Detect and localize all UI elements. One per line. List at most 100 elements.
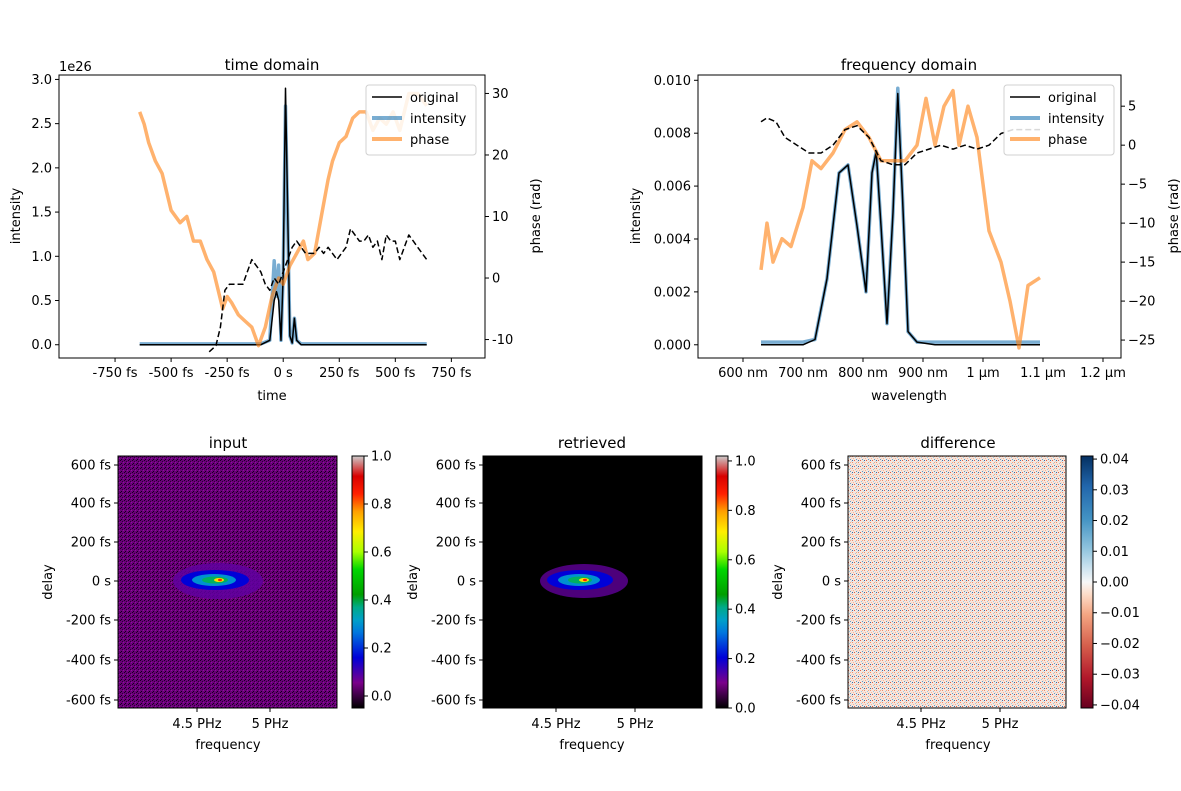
y2-tick-label: 10 [492, 210, 509, 225]
colorbar-tick-label: 0.02 [1100, 514, 1129, 529]
colorbar-axis: 1.0 0.8 0.6 0.4 0.2 0.0 [728, 454, 756, 717]
colorbar-tick-label: 0.4 [735, 603, 756, 618]
x-axis-label: frequency [195, 738, 261, 753]
y2-tick-label: −5 [1128, 178, 1147, 193]
y-tick-label: 0.004 [654, 232, 691, 247]
y-tick-label: 1.0 [31, 250, 52, 265]
y-tick-label: -400 fs [796, 654, 841, 669]
y2-axis: -10 0 10 20 30 [485, 87, 513, 348]
colorbar-tick-label: −0.01 [1100, 606, 1140, 621]
colorbar-tick-label: −0.03 [1100, 668, 1140, 683]
y2-tick-label: −15 [1128, 256, 1155, 271]
colorbar-tick-label: 0.4 [371, 594, 392, 609]
y-tick-label: -600 fs [66, 694, 111, 709]
colorbar-axis: 1.0 0.8 0.6 0.4 0.2 0.0 [364, 450, 392, 705]
x-tick-label: 4.5 PHz [172, 717, 221, 732]
y-tick-label: 0 s [92, 575, 111, 590]
x-tick-label: 800 nm [838, 366, 888, 381]
heatmap-image [848, 456, 1066, 708]
series-original-phase-line [760, 117, 1040, 166]
colorbar-tick-label: 0.04 [1100, 453, 1129, 468]
y-tick-label: -200 fs [796, 614, 841, 629]
colorbar-tick-label: 0.8 [735, 504, 756, 519]
x-tick-label: -500 fs [149, 366, 194, 381]
chart-title: time domain [225, 56, 320, 74]
y-axis: 0.000 0.002 0.004 0.006 0.008 0.010 [654, 74, 698, 353]
y2-tick-label: 20 [492, 148, 509, 163]
x-tick-label: 750 fs [431, 366, 472, 381]
y-tick-label: 400 fs [71, 497, 112, 512]
y-tick-label: 0 s [457, 575, 476, 590]
y2-tick-label: −20 [1128, 295, 1155, 310]
y-tick-label: 2.5 [31, 117, 52, 132]
y-tick-label: 0.0 [31, 338, 52, 353]
y-axis-label: intensity [9, 188, 24, 245]
y-axis-label: delay [771, 564, 786, 600]
time-domain-chart: time domain 1e26 -750 fs -500 fs -250 fs 0 … [9, 56, 544, 404]
colorbar [1080, 455, 1094, 709]
legend-label-original: original [1048, 91, 1097, 106]
x-tick-label: 1.2 µm [1080, 366, 1126, 381]
x-tick-label: -750 fs [93, 366, 138, 381]
series-intensity-line [761, 86, 1040, 344]
x-axis-label: frequency [925, 738, 991, 753]
legend-label-intensity: intensity [1048, 112, 1105, 127]
series-original-phase-line [208, 228, 428, 353]
x-tick-label: 4.5 PHz [531, 717, 580, 732]
offset-label: 1e26 [59, 60, 92, 75]
axes-frame [697, 74, 1122, 359]
axes-frame [482, 455, 703, 709]
y-axis-label: delay [406, 564, 421, 600]
y-axis: 600 fs 400 fs 200 fs 0 s -200 fs -400 fs -600 … [431, 459, 483, 709]
x-axis-label: time [257, 389, 286, 404]
x-tick-label: 900 nm [898, 366, 948, 381]
chart-title: input [209, 434, 248, 452]
x-tick-label: 600 nm [718, 366, 768, 381]
y-tick-label: 0.008 [654, 127, 691, 142]
y-axis: 0.0 0.5 1.0 1.5 2.0 2.5 3.0 [31, 73, 59, 353]
x-axis: -750 fs -500 fs -250 fs 0 s 250 fs 500 fs 750 … [93, 358, 472, 381]
chart-title: difference [920, 434, 995, 452]
colorbar-tick-label: 0.6 [735, 553, 756, 568]
y-tick-label: 1.5 [31, 206, 52, 221]
x-axis: 4.5 PHz 5 PHz [531, 708, 654, 732]
y2-tick-label: 0 [492, 272, 500, 287]
plot-area [138, 87, 429, 353]
colorbar-tick-label: 0.03 [1100, 483, 1129, 498]
y-tick-label: 2.0 [31, 161, 52, 176]
y-tick-label: -200 fs [66, 614, 111, 629]
colorbar-tick-label: 0.01 [1100, 545, 1129, 560]
y-tick-label: 200 fs [436, 536, 477, 551]
colorbar-tick-label: 0.8 [371, 498, 392, 513]
y-tick-label: -600 fs [431, 694, 476, 709]
x-tick-label: 1.1 µm [1020, 366, 1066, 381]
x-axis: 4.5 PHz 5 PHz [172, 708, 289, 732]
legend: original intensity phase [1003, 84, 1115, 156]
y-axis: 600 fs 400 fs 200 fs 0 s -200 fs -400 fs -600 … [796, 459, 848, 709]
y2-axis: −25 −20 −15 −10 −5 0 5 [1121, 100, 1155, 349]
x-axis: 4.5 PHz 5 PHz [896, 708, 1019, 732]
x-tick-label: 0 s [274, 366, 293, 381]
x-tick-label: -250 fs [205, 366, 250, 381]
x-tick-label: 4.5 PHz [896, 717, 945, 732]
colorbar-tick-label: 0.0 [735, 702, 756, 717]
heatmap-spot [173, 563, 263, 599]
x-tick-label: 5 PHz [982, 717, 1019, 732]
colorbar-tick-label: 0.2 [371, 642, 392, 657]
y-tick-label: -400 fs [66, 654, 111, 669]
y2-tick-label: 5 [1128, 100, 1136, 115]
y-tick-label: -600 fs [796, 694, 841, 709]
y-tick-label: 200 fs [801, 536, 842, 551]
x-tick-label: 700 nm [778, 366, 828, 381]
chart-title: retrieved [558, 434, 626, 452]
series-phase-line [759, 88, 1041, 350]
y-axis: 600 fs 400 fs 200 fs 0 s -200 fs -400 fs -600 … [66, 459, 118, 709]
colorbar-tick-label: 0.00 [1100, 576, 1129, 591]
colorbar-tick-label: 1.0 [735, 454, 756, 469]
y-tick-label: 0.000 [654, 338, 691, 353]
colorbar-tick-label: 0.6 [371, 546, 392, 561]
axes-frame [847, 455, 1067, 709]
x-tick-label: 500 fs [375, 366, 416, 381]
legend-label-original: original [410, 91, 459, 106]
